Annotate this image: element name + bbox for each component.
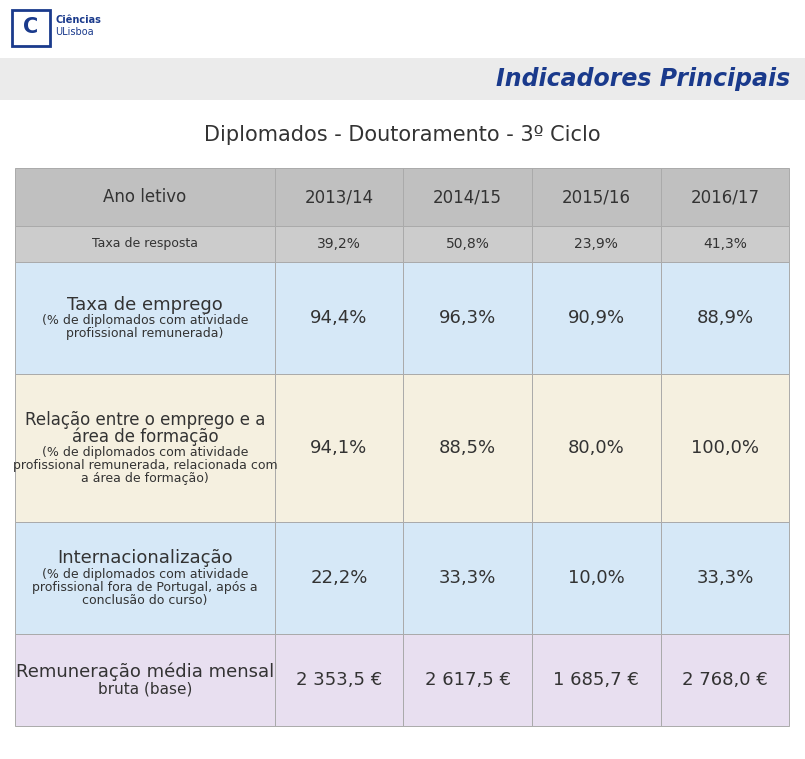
Bar	[532, 374, 661, 522]
Bar	[532, 522, 661, 634]
Text: profissional fora de Portugal, após a: profissional fora de Portugal, após a	[32, 581, 258, 594]
Text: 23,9%: 23,9%	[574, 237, 618, 251]
Bar	[15, 634, 275, 726]
Text: 33,3%: 33,3%	[439, 569, 497, 587]
Bar	[0, 0, 805, 55]
Text: 96,3%: 96,3%	[439, 309, 496, 327]
Bar	[661, 522, 789, 634]
Text: (% de diplomados com atividade: (% de diplomados com atividade	[42, 314, 248, 327]
Text: 80,0%: 80,0%	[568, 439, 625, 457]
Text: Relação entre o emprego e a: Relação entre o emprego e a	[25, 411, 265, 429]
Text: Indicadores Principais: Indicadores Principais	[496, 67, 790, 91]
Text: C: C	[23, 17, 39, 37]
Text: 2 353,5 €: 2 353,5 €	[295, 671, 382, 689]
Bar	[15, 374, 275, 522]
Text: 100,0%: 100,0%	[691, 439, 759, 457]
Text: (% de diplomados com atividade: (% de diplomados com atividade	[42, 568, 248, 581]
Text: Diplomados - Doutoramento - 3º Ciclo: Diplomados - Doutoramento - 3º Ciclo	[204, 125, 601, 145]
Bar	[275, 522, 403, 634]
Bar	[403, 374, 532, 522]
Bar	[403, 262, 532, 374]
Bar	[532, 634, 661, 726]
Text: a área de formação): a área de formação)	[81, 472, 208, 485]
Text: 1 685,7 €: 1 685,7 €	[553, 671, 639, 689]
Bar	[661, 262, 789, 374]
Text: conclusão do curso): conclusão do curso)	[82, 594, 208, 607]
Text: 94,1%: 94,1%	[310, 439, 368, 457]
Text: 2014/15: 2014/15	[433, 188, 502, 206]
Text: 50,8%: 50,8%	[446, 237, 489, 251]
Text: 88,5%: 88,5%	[439, 439, 496, 457]
Bar	[532, 226, 661, 262]
Text: bruta (base): bruta (base)	[97, 682, 192, 697]
Text: Ciências: Ciências	[55, 15, 101, 25]
Text: Taxa de resposta: Taxa de resposta	[92, 238, 198, 250]
Bar	[403, 522, 532, 634]
Bar	[15, 226, 275, 262]
Bar	[15, 168, 275, 226]
Bar	[275, 374, 403, 522]
Text: 2016/17: 2016/17	[691, 188, 759, 206]
Text: Remuneração média mensal: Remuneração média mensal	[15, 663, 274, 682]
Bar	[12, 10, 50, 46]
Text: profissional remunerada): profissional remunerada)	[66, 327, 224, 341]
Bar	[275, 168, 403, 226]
Bar	[532, 262, 661, 374]
Bar	[532, 168, 661, 226]
Bar	[275, 634, 403, 726]
Text: 10,0%: 10,0%	[568, 569, 625, 587]
Bar	[0, 58, 805, 100]
Text: 2015/16: 2015/16	[562, 188, 631, 206]
Text: 88,9%: 88,9%	[696, 309, 753, 327]
Text: Ano letivo: Ano letivo	[103, 188, 187, 206]
Text: 90,9%: 90,9%	[568, 309, 625, 327]
Text: 41,3%: 41,3%	[703, 237, 747, 251]
Bar	[661, 374, 789, 522]
Text: (% de diplomados com atividade: (% de diplomados com atividade	[42, 446, 248, 459]
Bar	[15, 522, 275, 634]
Bar	[275, 226, 403, 262]
Text: 2013/14: 2013/14	[304, 188, 374, 206]
Text: 94,4%: 94,4%	[310, 309, 368, 327]
Bar	[403, 168, 532, 226]
Text: área de formação: área de formação	[72, 428, 218, 446]
Text: profissional remunerada, relacionada com: profissional remunerada, relacionada com	[13, 459, 277, 472]
Text: Internacionalização: Internacionalização	[57, 550, 233, 568]
Bar	[403, 634, 532, 726]
Bar	[661, 634, 789, 726]
Text: 33,3%: 33,3%	[696, 569, 753, 587]
Text: 22,2%: 22,2%	[310, 569, 368, 587]
Text: 2 617,5 €: 2 617,5 €	[424, 671, 510, 689]
Text: 39,2%: 39,2%	[317, 237, 361, 251]
Text: Taxa de emprego: Taxa de emprego	[67, 296, 223, 314]
Bar	[403, 226, 532, 262]
Bar	[15, 262, 275, 374]
Text: ULisboa: ULisboa	[55, 27, 93, 37]
Text: 2 768,0 €: 2 768,0 €	[682, 671, 768, 689]
Bar	[275, 262, 403, 374]
Bar	[661, 168, 789, 226]
Bar	[661, 226, 789, 262]
